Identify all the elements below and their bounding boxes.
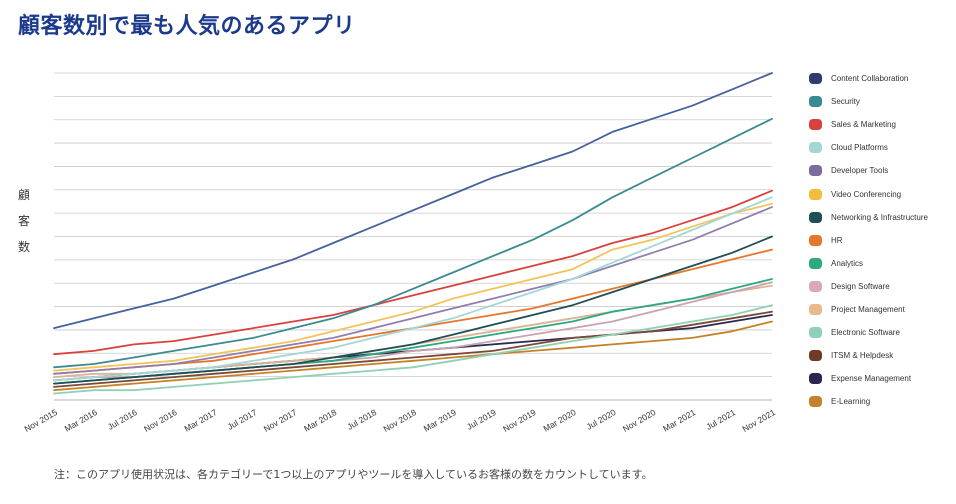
x-tick-label: Mar 2021 (661, 407, 697, 434)
legend-swatch (809, 234, 822, 246)
legend-swatch (809, 257, 822, 269)
legend-item: Security (809, 90, 928, 113)
legend-label: HR (831, 235, 843, 245)
x-axis-ticks: Nov 2015 Mar 2016 Jul 2016 Nov 2016 Mar 2017… (22, 407, 777, 434)
series-line-e-learning (53, 320, 773, 392)
legend-swatch (809, 303, 822, 315)
legend-item: Developer Tools (809, 159, 928, 182)
x-tick-label: Jul 2020 (585, 407, 618, 432)
x-tick-label: Mar 2020 (541, 407, 577, 434)
y-axis-label: 顧 客 数 (16, 182, 32, 260)
legend-item: E-Learning (809, 390, 928, 413)
legend-swatch (809, 327, 822, 339)
legend-swatch (809, 142, 822, 154)
legend-label: Networking & Infrastructure (831, 212, 928, 222)
legend-swatch (809, 396, 822, 408)
series-line-video-conferencing (53, 202, 773, 372)
x-tick-label: Mar 2019 (422, 407, 458, 434)
legend-swatch (809, 96, 822, 108)
legend-item: HR (809, 229, 928, 252)
legend-label: ITSM & Helpdesk (831, 351, 894, 361)
x-tick-label: Nov 2020 (621, 407, 658, 434)
legend-label: Design Software (831, 281, 890, 291)
legend: Content Collaboration Security Sales & Mar… (809, 67, 928, 413)
legend-swatch (809, 280, 822, 292)
series-line-electronic-software (53, 304, 773, 395)
legend-label: Expense Management (831, 374, 912, 384)
x-tick-label: Nov 2015 (22, 407, 59, 434)
legend-swatch (809, 165, 822, 177)
legend-item: Electronic Software (809, 321, 928, 344)
y-axis-label-char: 顧 (17, 188, 30, 202)
x-tick-label: Nov 2018 (381, 407, 418, 434)
x-tick-label: Nov 2017 (262, 407, 299, 434)
x-tick-label: Mar 2016 (63, 407, 99, 434)
y-axis-label-char: 数 (17, 240, 30, 254)
legend-swatch (809, 119, 822, 131)
series-line-security (53, 117, 773, 369)
legend-item: Analytics (809, 252, 928, 275)
series-line-project-management (53, 284, 773, 379)
x-tick-label: Jul 2021 (704, 407, 737, 432)
legend-label: Cloud Platforms (831, 143, 888, 153)
series-line-content-collaboration (53, 72, 773, 330)
legend-item: Networking & Infrastructure (809, 206, 928, 229)
x-tick-label: Jul 2019 (465, 407, 498, 432)
legend-label: E-Learning (831, 397, 871, 407)
page-title: 顧客数別で最も人気のあるアプリ (18, 14, 356, 39)
series-line-developer-tools (53, 206, 773, 375)
legend-item: Cloud Platforms (809, 136, 928, 159)
x-tick-label: Nov 2019 (501, 407, 538, 434)
legend-label: Electronic Software (831, 328, 900, 338)
legend-label: Security (831, 97, 860, 107)
x-tick-label: Mar 2017 (182, 407, 218, 434)
legend-item: Video Conferencing (809, 182, 928, 205)
legend-swatch (809, 350, 822, 362)
x-tick-label: Jul 2018 (345, 407, 378, 432)
legend-swatch (809, 73, 822, 85)
legend-item: Project Management (809, 298, 928, 321)
footnote: 注：このアプリ使用状況は、各カテゴリーで1つ以上のアプリやツールを導入しているお… (54, 468, 653, 481)
x-tick-label: Jul 2016 (106, 407, 139, 432)
series-lines (53, 72, 773, 395)
legend-label: Project Management (831, 304, 905, 314)
gridlines (54, 72, 772, 401)
legend-swatch (809, 373, 822, 385)
legend-item: ITSM & Helpdesk (809, 344, 928, 367)
y-axis-label-char: 客 (17, 214, 30, 228)
legend-label: Video Conferencing (831, 189, 902, 199)
x-tick-label: Jul 2017 (226, 407, 259, 432)
series-line-sales-marketing (53, 189, 773, 356)
legend-label: Developer Tools (831, 166, 889, 176)
legend-label: Analytics (831, 258, 864, 268)
series-line-networking-infrastructure (53, 235, 773, 385)
legend-item: Expense Management (809, 367, 928, 390)
series-line-cloud-platforms (53, 196, 773, 382)
legend-swatch (809, 211, 822, 223)
series-line-itsm-helpdesk (53, 310, 773, 388)
legend-swatch (809, 188, 822, 200)
x-tick-label: Nov 2021 (740, 407, 777, 434)
legend-label: Sales & Marketing (831, 120, 896, 130)
legend-item: Design Software (809, 275, 928, 298)
x-tick-label: Nov 2016 (142, 407, 179, 434)
legend-item: Content Collaboration (809, 67, 928, 90)
legend-item: Sales & Marketing (809, 113, 928, 136)
x-tick-label: Mar 2018 (302, 407, 338, 434)
legend-label: Content Collaboration (831, 74, 909, 84)
